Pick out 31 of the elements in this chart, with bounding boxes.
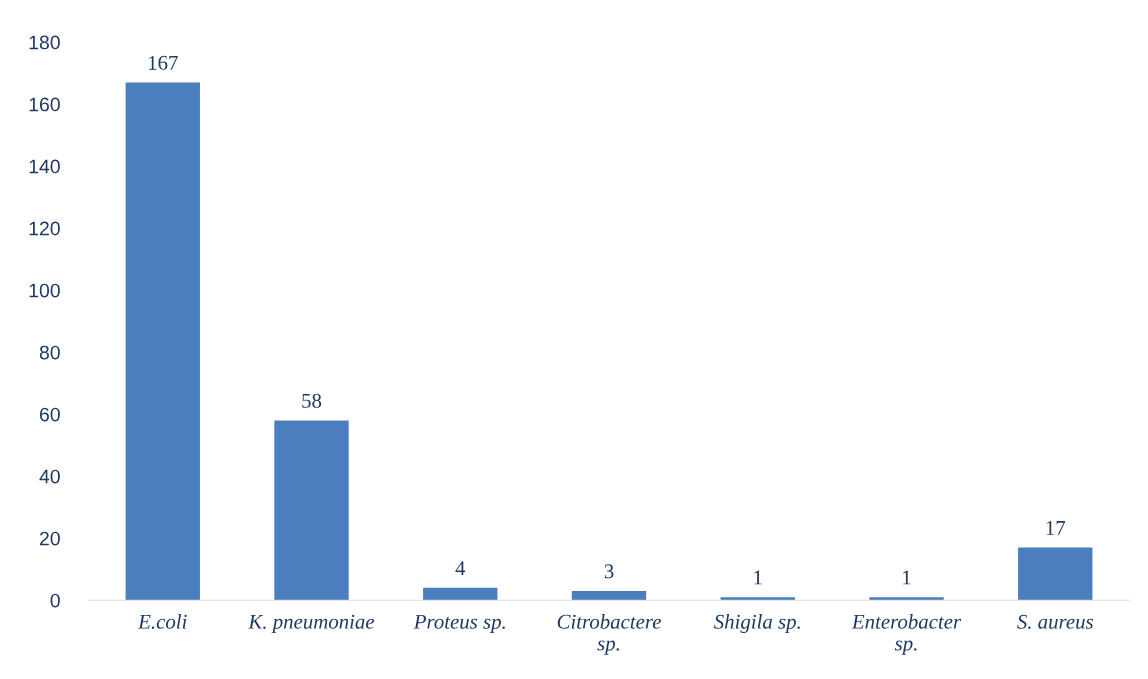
y-tick-label: 60 bbox=[39, 407, 60, 422]
data-label: 1 bbox=[754, 570, 762, 585]
bar bbox=[869, 597, 944, 601]
bar bbox=[720, 597, 795, 601]
x-tick-label: S. aureus bbox=[1017, 614, 1094, 629]
bar bbox=[571, 590, 647, 601]
bar bbox=[1018, 547, 1093, 601]
bar bbox=[125, 82, 200, 601]
y-tick-label: 180 bbox=[29, 35, 60, 50]
y-tick-label: 100 bbox=[29, 283, 60, 298]
bar bbox=[423, 587, 498, 601]
data-label: 4 bbox=[455, 561, 466, 576]
x-tick-label: Shigila sp. bbox=[714, 614, 800, 634]
y-tick-label: 80 bbox=[39, 345, 60, 360]
data-label: 58 bbox=[302, 393, 322, 408]
y-tick-label: 140 bbox=[29, 159, 60, 174]
x-tick-label: Citrobactere sp. bbox=[557, 614, 661, 655]
x-tick-label: E.coli bbox=[137, 614, 187, 629]
data-label: 1 bbox=[903, 570, 911, 585]
data-label: 3 bbox=[604, 564, 614, 579]
bar bbox=[274, 420, 349, 601]
x-tick-label: Enterobacter sp. bbox=[851, 614, 962, 655]
y-tick-label: 120 bbox=[29, 221, 60, 236]
data-label: 167 bbox=[148, 55, 178, 70]
data-label: 17 bbox=[1046, 521, 1066, 535]
y-tick-label: 160 bbox=[29, 97, 60, 112]
y-tick-label: 40 bbox=[39, 469, 60, 484]
y-tick-label: 0 bbox=[50, 593, 60, 608]
x-tick-label: Proteus sp. bbox=[413, 614, 505, 634]
y-tick-label: 20 bbox=[39, 531, 60, 546]
x-tick-label: K. pneumoniae bbox=[248, 614, 375, 634]
